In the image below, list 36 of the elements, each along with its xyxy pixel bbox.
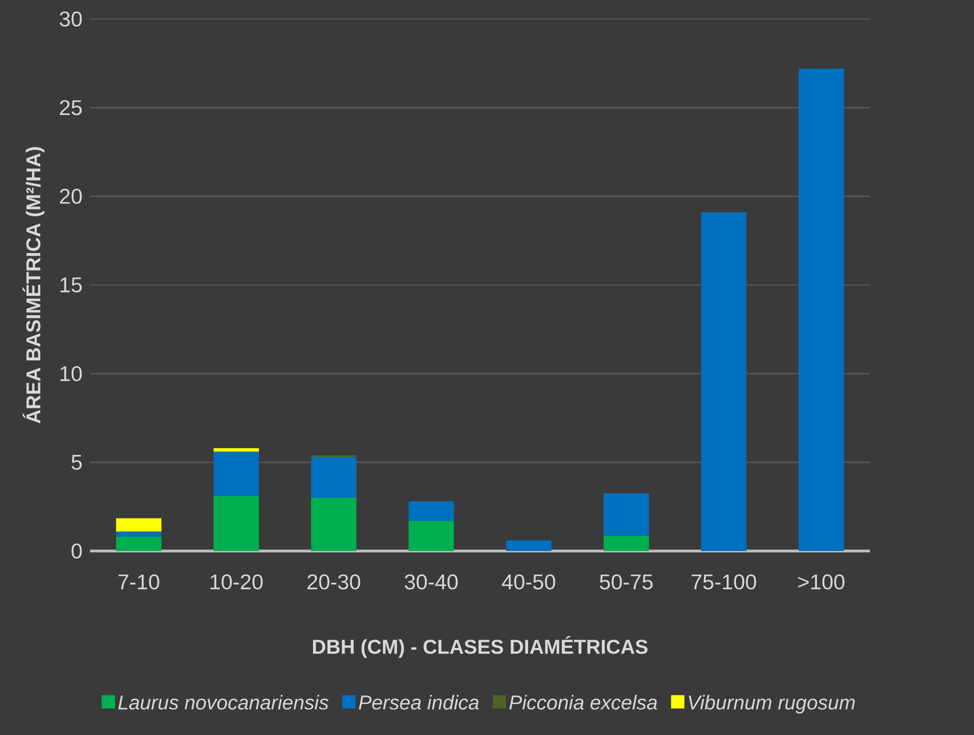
y-tick-label: 30	[60, 11, 82, 27]
bar	[311, 498, 356, 551]
x-tick-label: 40-50	[502, 574, 556, 590]
bar	[798, 68, 844, 551]
bar	[116, 536, 162, 551]
bar	[604, 536, 649, 551]
y-tick-label: 15	[60, 278, 82, 292]
legend-label: Picconia excelsa	[509, 694, 657, 710]
bar	[408, 520, 454, 551]
x-tick-label: 10-20	[210, 574, 263, 590]
legend-label: Viburnum rugosum	[688, 694, 855, 714]
bar	[116, 531, 162, 537]
x-tick-label: 50-75	[600, 574, 653, 590]
y-axis-title: ÁREA BASIMÉTRICA (M²/HA)	[22, 147, 44, 424]
x-tick-label: 30-40	[404, 574, 458, 590]
bar	[214, 452, 259, 496]
x-tick-label: >100	[798, 574, 844, 590]
y-tick-label: 0	[72, 543, 82, 559]
bar	[506, 540, 552, 551]
bar	[116, 518, 162, 532]
x-tick-label: 7-10	[118, 574, 160, 590]
bar	[604, 493, 649, 536]
bar	[214, 448, 259, 452]
y-tick-label: 20	[60, 188, 82, 204]
bar	[311, 457, 356, 498]
bar	[701, 212, 746, 551]
x-tick-label: 75-100	[692, 574, 756, 590]
legend-label: Persea indica	[358, 694, 479, 710]
x-tick-label: 20-30	[308, 574, 360, 590]
y-tick-label: 10	[60, 366, 82, 382]
y-tick-label: 5	[72, 454, 82, 470]
legend-label: Laurus novocanariensis	[118, 694, 328, 710]
bar	[214, 496, 259, 551]
y-tick-label: 25	[60, 100, 82, 116]
x-axis-title: DBH (CM) - CLASES DIAMÉTRICAS	[313, 636, 648, 658]
bar	[408, 501, 454, 521]
